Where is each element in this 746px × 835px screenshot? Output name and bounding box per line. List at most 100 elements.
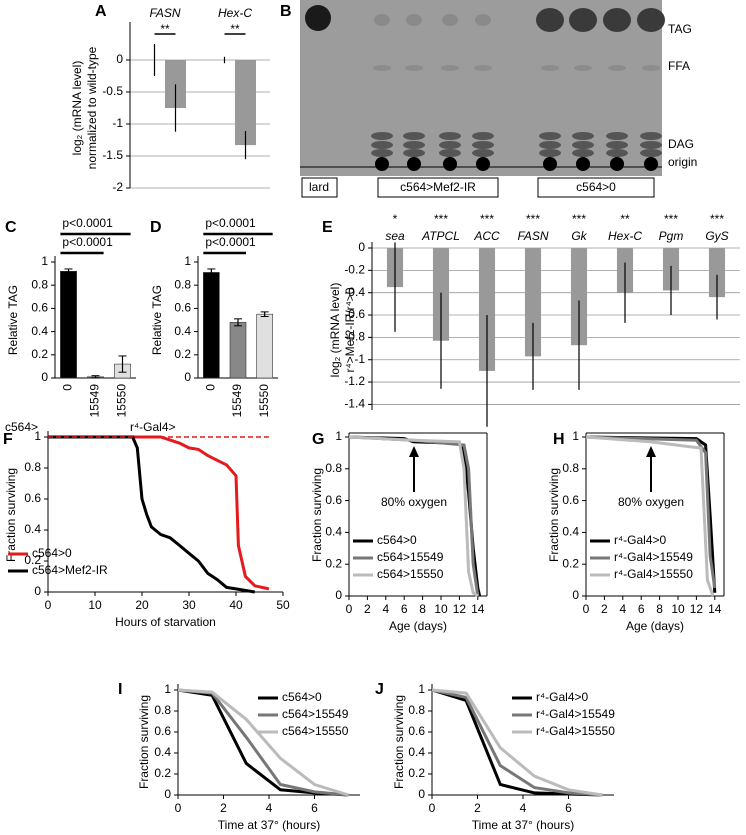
spot <box>642 65 660 71</box>
spot <box>371 132 393 140</box>
y-axis-label: log₂ (mRNA level) <box>70 61 84 156</box>
y-tick-label: 0 <box>41 370 48 384</box>
spot <box>543 157 557 171</box>
x-tick-label: 0 <box>429 801 436 815</box>
panel-label: E <box>322 219 333 236</box>
x-tick-label: 50 <box>276 598 290 612</box>
panel-label: D <box>150 219 162 236</box>
x-axis-label: r⁴-Gal4> <box>130 420 176 434</box>
y-tick-label: 0.8 <box>154 703 171 717</box>
y-axis-label: Relative TAG <box>6 285 20 355</box>
y-tick-label: 0.2 <box>174 347 191 361</box>
annotation-arrowhead <box>646 446 656 457</box>
y-axis-label: log₂ (mRNA level) <box>328 283 342 378</box>
spot <box>606 149 628 157</box>
y-tick-label: 0 <box>34 584 41 598</box>
bar <box>165 60 186 108</box>
category-label: Hex-C <box>218 6 252 20</box>
x-tick-label: 8 <box>419 602 426 616</box>
y-tick-label: 1 <box>335 429 342 443</box>
x-tick-label: 6 <box>401 602 408 616</box>
bar <box>203 272 220 379</box>
y-axis-label: Fraction surviving <box>137 695 151 789</box>
panel-label: F <box>3 431 13 448</box>
spot <box>472 132 494 140</box>
y-tick-label: -1 <box>112 116 123 130</box>
survival-line <box>431 688 603 797</box>
y-tick-label: -2 <box>112 180 123 194</box>
sig-label: *** <box>572 212 586 226</box>
spot <box>640 132 662 140</box>
x-tick-label: 20 <box>135 598 149 612</box>
x-tick-label: 2 <box>474 801 481 815</box>
spot <box>572 132 594 140</box>
spot <box>407 157 421 171</box>
x-tick-label: 2 <box>364 602 371 616</box>
survival-line <box>177 688 349 797</box>
y-tick-label: 0.4 <box>24 522 41 536</box>
lane-box <box>301 177 338 198</box>
spot <box>572 149 594 157</box>
legend-label: r⁴-Gal4>0 <box>614 533 667 547</box>
category-label: Hex-C <box>608 229 642 243</box>
survival-line <box>431 688 603 797</box>
spot <box>640 141 662 149</box>
legend-label: c564>15550 <box>377 567 444 581</box>
y-tick-label: 0 <box>572 588 579 602</box>
bar <box>524 248 542 357</box>
x-axis-label: Age (days) <box>389 619 447 633</box>
panel-label: G <box>312 431 324 448</box>
x-axis-label: Hours of starvation <box>115 615 216 629</box>
spot <box>472 149 494 157</box>
y-axis-label: Fraction surviving <box>547 468 561 562</box>
y-tick-label: 0.2 <box>325 556 342 570</box>
y-axis-label: Fraction surviving <box>4 468 18 562</box>
y-tick-label: -1.4 <box>344 397 365 411</box>
y-tick-label: 0.6 <box>31 301 48 315</box>
x-tick-label: 0 <box>346 602 353 616</box>
sig-label: ** <box>620 212 630 226</box>
y-tick-label: -0.4 <box>344 285 365 299</box>
spot <box>439 132 461 140</box>
y-tick-label: 0.8 <box>408 703 425 717</box>
category-label: 15550 <box>257 384 271 418</box>
y-tick-label: 0.8 <box>31 277 48 291</box>
spot <box>406 14 422 26</box>
x-tick-label: 0 <box>175 801 182 815</box>
y-tick-label: 1 <box>41 254 48 268</box>
category-label: FASN <box>517 229 548 243</box>
panel-label: J <box>375 681 384 698</box>
spot <box>640 149 662 157</box>
y-tick-label: 0.6 <box>174 301 191 315</box>
y-tick-label: 0.4 <box>408 745 425 759</box>
spot <box>569 8 597 32</box>
spot <box>475 14 491 26</box>
sig-label: ** <box>160 22 170 36</box>
category-label: 15549 <box>88 384 102 418</box>
spot <box>472 141 494 149</box>
panel-label: H <box>553 431 565 448</box>
y-tick-label: -0.2 <box>344 263 365 277</box>
spot <box>541 65 559 71</box>
x-tick-label: 14 <box>471 602 485 616</box>
lane-label: lard <box>309 180 329 194</box>
y-tick-label: 0 <box>335 588 342 602</box>
panel-label: I <box>118 681 122 698</box>
category-label: 0 <box>204 384 218 391</box>
x-tick-label: 0 <box>583 602 590 616</box>
spot <box>439 141 461 149</box>
y-tick-label: 0.4 <box>31 324 48 338</box>
x-tick-label: 10 <box>434 602 448 616</box>
spot <box>439 149 461 157</box>
sig-label: p<0.0001 <box>205 216 256 230</box>
y-tick-label: 0 <box>358 240 365 254</box>
x-tick-label: 12 <box>453 602 467 616</box>
y-tick-label: -1.5 <box>102 148 123 162</box>
y-tick-label: 0.2 <box>24 553 41 567</box>
category-label: FASN <box>149 6 180 20</box>
y-tick-label: -1.2 <box>344 374 365 388</box>
spot <box>474 65 492 71</box>
x-tick-label: 2 <box>601 602 608 616</box>
band-label: DAG <box>668 137 694 151</box>
spot <box>608 65 626 71</box>
